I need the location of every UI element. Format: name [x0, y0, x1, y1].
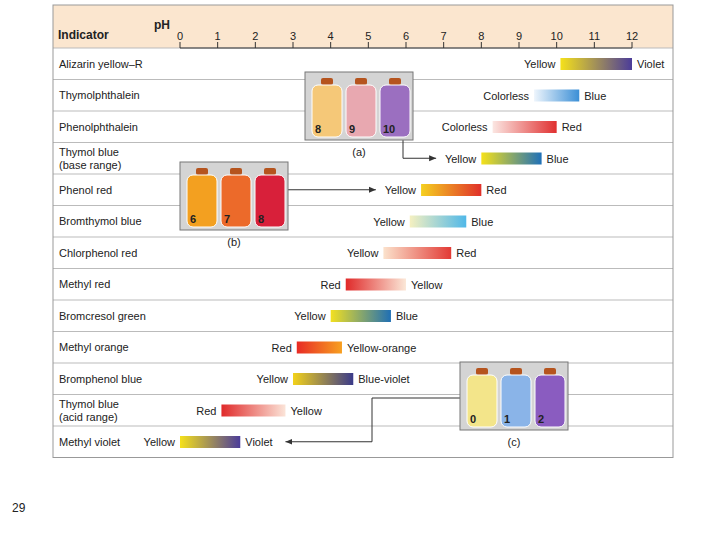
- svg-text:Blue: Blue: [471, 216, 493, 228]
- svg-text:Phenolphthalein: Phenolphthalein: [59, 121, 138, 133]
- svg-text:Bromphenol blue: Bromphenol blue: [59, 373, 142, 385]
- svg-text:Violet: Violet: [637, 58, 664, 70]
- svg-text:Yellow: Yellow: [257, 373, 288, 385]
- svg-text:Blue: Blue: [584, 90, 606, 102]
- svg-text:Red: Red: [486, 184, 506, 196]
- svg-text:Colorless: Colorless: [483, 90, 529, 102]
- svg-text:8: 8: [315, 123, 321, 135]
- svg-text:(a): (a): [352, 146, 365, 158]
- svg-text:Red: Red: [321, 279, 341, 291]
- svg-text:1: 1: [215, 30, 221, 42]
- svg-text:11: 11: [589, 30, 600, 42]
- svg-text:Bromcresol green: Bromcresol green: [59, 310, 146, 322]
- svg-text:pH: pH: [154, 18, 170, 32]
- svg-text:Chlorphenol red: Chlorphenol red: [59, 247, 137, 259]
- svg-text:Phenol red: Phenol red: [59, 184, 112, 196]
- svg-text:Yellow: Yellow: [290, 405, 321, 417]
- svg-text:29: 29: [12, 501, 26, 515]
- svg-text:8: 8: [258, 213, 264, 225]
- svg-text:(c): (c): [508, 436, 521, 448]
- svg-text:8: 8: [478, 30, 484, 42]
- svg-text:7: 7: [224, 213, 230, 225]
- svg-text:Yellow: Yellow: [373, 216, 404, 228]
- svg-text:Yellow: Yellow: [294, 310, 325, 322]
- svg-text:Yellow: Yellow: [524, 58, 555, 70]
- svg-text:9: 9: [516, 30, 522, 42]
- svg-text:Yellow: Yellow: [347, 247, 378, 259]
- svg-text:Yellow: Yellow: [445, 153, 476, 165]
- svg-text:12: 12: [626, 30, 638, 42]
- svg-text:0: 0: [177, 30, 183, 42]
- svg-text:2: 2: [252, 30, 258, 42]
- svg-text:Yellow-orange: Yellow-orange: [347, 342, 416, 354]
- svg-text:Thymol blue(acid range): Thymol blue(acid range): [59, 398, 119, 423]
- svg-text:Thymolphthalein: Thymolphthalein: [59, 89, 140, 101]
- svg-text:Methyl orange: Methyl orange: [59, 341, 129, 353]
- svg-text:Red: Red: [456, 247, 476, 259]
- svg-text:2: 2: [538, 413, 544, 425]
- svg-text:4: 4: [328, 30, 334, 42]
- svg-text:Colorless: Colorless: [442, 121, 488, 133]
- svg-text:Thymol blue(base range): Thymol blue(base range): [59, 146, 121, 171]
- svg-text:10: 10: [551, 30, 563, 42]
- svg-text:Red: Red: [272, 342, 292, 354]
- svg-text:10: 10: [383, 123, 395, 135]
- svg-text:3: 3: [290, 30, 296, 42]
- svg-text:Red: Red: [562, 121, 582, 133]
- svg-text:Violet: Violet: [245, 436, 272, 448]
- svg-text:Yellow: Yellow: [411, 279, 442, 291]
- svg-text:Methyl red: Methyl red: [59, 278, 110, 290]
- svg-text:Blue: Blue: [396, 310, 418, 322]
- svg-text:Methyl violet: Methyl violet: [59, 436, 120, 448]
- svg-text:Blue-violet: Blue-violet: [358, 373, 409, 385]
- svg-text:1: 1: [504, 413, 510, 425]
- svg-text:Yellow: Yellow: [144, 436, 175, 448]
- svg-text:6: 6: [403, 30, 409, 42]
- svg-text:(b): (b): [227, 236, 240, 248]
- svg-text:Yellow: Yellow: [385, 184, 416, 196]
- svg-text:Bromthymol blue: Bromthymol blue: [59, 215, 142, 227]
- svg-text:5: 5: [365, 30, 371, 42]
- svg-text:Blue: Blue: [547, 153, 569, 165]
- svg-text:Indicator: Indicator: [58, 28, 109, 42]
- svg-text:7: 7: [441, 30, 447, 42]
- svg-text:0: 0: [470, 413, 476, 425]
- svg-text:Red: Red: [196, 405, 216, 417]
- svg-text:9: 9: [349, 123, 355, 135]
- svg-text:6: 6: [190, 213, 196, 225]
- svg-text:Alizarin yellow–R: Alizarin yellow–R: [59, 58, 143, 70]
